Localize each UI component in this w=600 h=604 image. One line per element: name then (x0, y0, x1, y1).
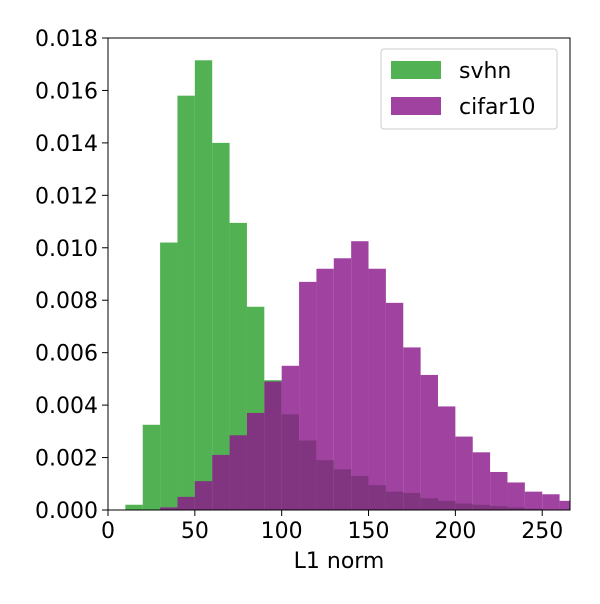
y-tick-label: 0.006 (35, 342, 98, 367)
bar-cifar10-210 (472, 452, 491, 510)
bar-cifar10-250 (542, 494, 560, 510)
y-tick-label: 0.008 (35, 289, 98, 314)
bar-cifar10-200 (455, 436, 473, 510)
bar-svhn-40 (177, 95, 195, 510)
y-tick-label: 0.018 (35, 27, 98, 52)
y-tick-label: 0.010 (35, 237, 98, 262)
bar-cifar10-120 (316, 268, 334, 510)
x-tick-label: 250 (521, 519, 563, 544)
bar-svhn-60 (212, 142, 230, 510)
bar-cifar10-50 (194, 481, 213, 510)
x-axis: 0 50 100 150 200 250 (101, 510, 563, 544)
y-tick-label: 0.004 (35, 394, 98, 419)
y-tick-label: 0.016 (35, 79, 98, 104)
y-tick-label: 0.002 (35, 447, 98, 472)
x-tick-label: 100 (261, 519, 303, 544)
x-tick-label: 50 (181, 519, 209, 544)
plot-frame (107, 37, 571, 511)
bar-cifar10-130 (333, 258, 352, 510)
y-tick-label: 0.000 (35, 499, 98, 524)
x-axis-label: L1 norm (294, 549, 385, 574)
bar-cifar10-230 (507, 482, 525, 510)
bar-cifar10-90 (264, 381, 282, 510)
bar-cifar10-180 (420, 374, 438, 510)
bar-cifar10-70 (229, 435, 247, 510)
x-tick-label: 150 (348, 519, 390, 544)
x-tick-label: 200 (434, 519, 476, 544)
legend: svhn cifar10 (380, 48, 558, 130)
bar-cifar10-30 (160, 507, 178, 510)
bar-svhn-50 (194, 60, 213, 511)
y-axis: 0.000 0.002 0.004 0.006 0.008 0.010 0.012 0.014… (35, 27, 108, 524)
legend-swatch-cifar10 (391, 97, 441, 115)
bar-cifar10-60 (212, 454, 230, 510)
bar-cifar10-100 (281, 365, 300, 510)
bars-layer (125, 60, 570, 511)
x-tick-label: 0 (101, 519, 115, 544)
bar-cifar10-40 (177, 496, 195, 510)
bar-cifar10-240 (524, 491, 543, 510)
bar-svhn-30 (160, 242, 178, 511)
bar-cifar10-160 (385, 302, 404, 510)
legend-label-svhn: svhn (459, 59, 511, 84)
bar-cifar10-150 (368, 268, 386, 510)
bar-cifar10-220 (490, 471, 508, 510)
legend-swatch-svhn (391, 61, 441, 79)
y-tick-label: 0.014 (35, 132, 98, 157)
bar-cifar10-80 (246, 412, 265, 510)
bar-cifar10-190 (438, 406, 456, 510)
series-cifar10 (160, 241, 570, 510)
bar-cifar10-260 (559, 500, 570, 510)
bar-svhn-10 (125, 504, 143, 510)
bar-cifar10-110 (299, 281, 317, 510)
bar-cifar10-170 (403, 347, 421, 510)
y-tick-label: 0.012 (35, 184, 98, 209)
legend-label-cifar10: cifar10 (459, 95, 535, 120)
bar-cifar10-140 (351, 241, 369, 510)
bar-svhn-20 (142, 424, 161, 510)
